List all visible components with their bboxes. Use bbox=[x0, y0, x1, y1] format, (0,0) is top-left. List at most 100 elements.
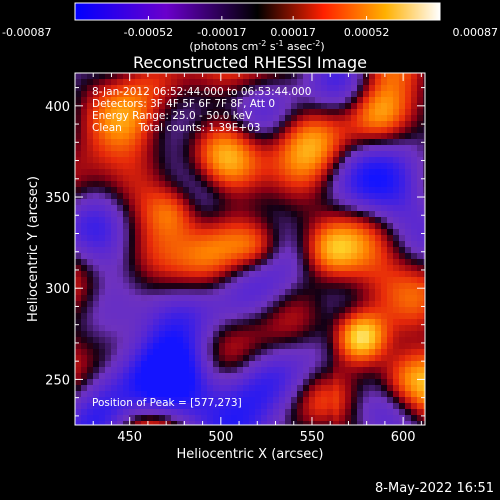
heatmap-cell bbox=[339, 169, 346, 176]
heatmap-cell bbox=[399, 325, 406, 332]
heatmap-cell bbox=[363, 259, 370, 266]
heatmap-cell bbox=[111, 331, 118, 338]
heatmap-cell bbox=[339, 415, 346, 422]
heatmap-cell bbox=[225, 217, 232, 224]
heatmap-cell bbox=[417, 175, 424, 182]
heatmap-cell bbox=[105, 379, 112, 386]
heatmap-cell bbox=[141, 421, 148, 425]
heatmap-cell bbox=[321, 229, 328, 236]
heatmap-cell bbox=[417, 391, 424, 398]
heatmap-cell bbox=[111, 91, 118, 98]
heatmap-cell bbox=[315, 265, 322, 272]
heatmap-cell bbox=[327, 253, 334, 260]
heatmap-cell bbox=[333, 421, 340, 425]
heatmap-cell bbox=[195, 289, 202, 296]
heatmap-cell bbox=[423, 85, 425, 92]
heatmap-cell bbox=[189, 337, 196, 344]
heatmap-cell bbox=[243, 337, 250, 344]
heatmap-cell bbox=[279, 337, 286, 344]
heatmap-cell bbox=[321, 163, 328, 170]
heatmap-cell bbox=[105, 385, 112, 392]
heatmap-cell bbox=[153, 361, 160, 368]
heatmap-cell bbox=[219, 181, 226, 188]
heatmap-cell bbox=[105, 193, 112, 200]
heatmap-cell bbox=[105, 79, 112, 86]
heatmap-cell bbox=[297, 187, 304, 194]
heatmap-cell bbox=[297, 367, 304, 374]
heatmap-cell bbox=[219, 193, 226, 200]
heatmap-cell bbox=[99, 157, 106, 164]
heatmap-cell bbox=[141, 355, 148, 362]
heatmap-cell bbox=[249, 193, 256, 200]
heatmap-cell bbox=[387, 145, 394, 152]
heatmap-cell bbox=[135, 121, 142, 128]
heatmap-cell bbox=[297, 331, 304, 338]
heatmap-cell bbox=[333, 313, 340, 320]
heatmap-cell bbox=[309, 295, 316, 302]
heatmap-cell bbox=[93, 361, 100, 368]
heatmap-cell bbox=[321, 175, 328, 182]
heatmap-cell bbox=[393, 175, 400, 182]
heatmap-cell bbox=[273, 403, 280, 410]
heatmap-cell bbox=[219, 319, 226, 326]
heatmap-cell bbox=[189, 385, 196, 392]
heatmap-cell bbox=[255, 247, 262, 254]
heatmap-cell bbox=[411, 145, 418, 152]
heatmap-cell bbox=[237, 73, 244, 80]
heatmap-cell bbox=[273, 289, 280, 296]
heatmap-cell bbox=[267, 175, 274, 182]
heatmap-cell bbox=[291, 253, 298, 260]
heatmap-cell bbox=[231, 265, 238, 272]
heatmap-cell bbox=[309, 361, 316, 368]
heatmap-cell bbox=[423, 331, 425, 338]
heatmap-cell bbox=[183, 409, 190, 416]
heatmap-cell bbox=[357, 415, 364, 422]
heatmap-cell bbox=[219, 115, 226, 122]
heatmap-cell bbox=[231, 331, 238, 338]
heatmap-cell bbox=[405, 301, 412, 308]
heatmap-cell bbox=[249, 199, 256, 206]
heatmap-cell bbox=[357, 91, 364, 98]
heatmap-cell bbox=[123, 355, 130, 362]
heatmap-cell bbox=[105, 355, 112, 362]
heatmap-cell bbox=[285, 211, 292, 218]
heatmap-cell bbox=[351, 91, 358, 98]
heatmap-cell bbox=[375, 415, 382, 422]
heatmap-cell bbox=[321, 211, 328, 218]
heatmap-cell bbox=[255, 313, 262, 320]
heatmap-cell bbox=[291, 205, 298, 212]
heatmap-cell bbox=[105, 331, 112, 338]
heatmap-cell bbox=[123, 85, 130, 92]
heatmap-cell bbox=[207, 313, 214, 320]
heatmap-cell bbox=[183, 265, 190, 272]
heatmap-cell bbox=[225, 337, 232, 344]
heatmap-cell bbox=[399, 361, 406, 368]
heatmap-cell bbox=[189, 91, 196, 98]
heatmap-cell bbox=[75, 283, 82, 290]
heatmap-cell bbox=[387, 247, 394, 254]
heatmap-cell bbox=[315, 193, 322, 200]
heatmap-cell bbox=[405, 181, 412, 188]
heatmap-cell bbox=[75, 337, 82, 344]
heatmap-cell bbox=[273, 91, 280, 98]
heatmap-cell bbox=[261, 391, 268, 398]
heatmap-cell bbox=[207, 337, 214, 344]
heatmap-cell bbox=[195, 235, 202, 242]
heatmap-cell bbox=[345, 217, 352, 224]
heatmap-cell bbox=[363, 145, 370, 152]
heatmap-cell bbox=[405, 409, 412, 416]
heatmap-cell bbox=[369, 277, 376, 284]
heatmap-cell bbox=[105, 409, 112, 416]
heatmap-cell bbox=[351, 373, 358, 380]
heatmap-cell bbox=[309, 85, 316, 92]
heatmap-cell bbox=[189, 151, 196, 158]
heatmap-cell bbox=[129, 181, 136, 188]
heatmap-cell bbox=[399, 349, 406, 356]
heatmap-cell bbox=[279, 217, 286, 224]
heatmap-cell bbox=[147, 241, 154, 248]
heatmap-cell bbox=[327, 223, 334, 230]
heatmap-cell bbox=[153, 85, 160, 92]
heatmap-cell bbox=[87, 367, 94, 374]
heatmap-cell bbox=[87, 157, 94, 164]
heatmap-cell bbox=[345, 247, 352, 254]
